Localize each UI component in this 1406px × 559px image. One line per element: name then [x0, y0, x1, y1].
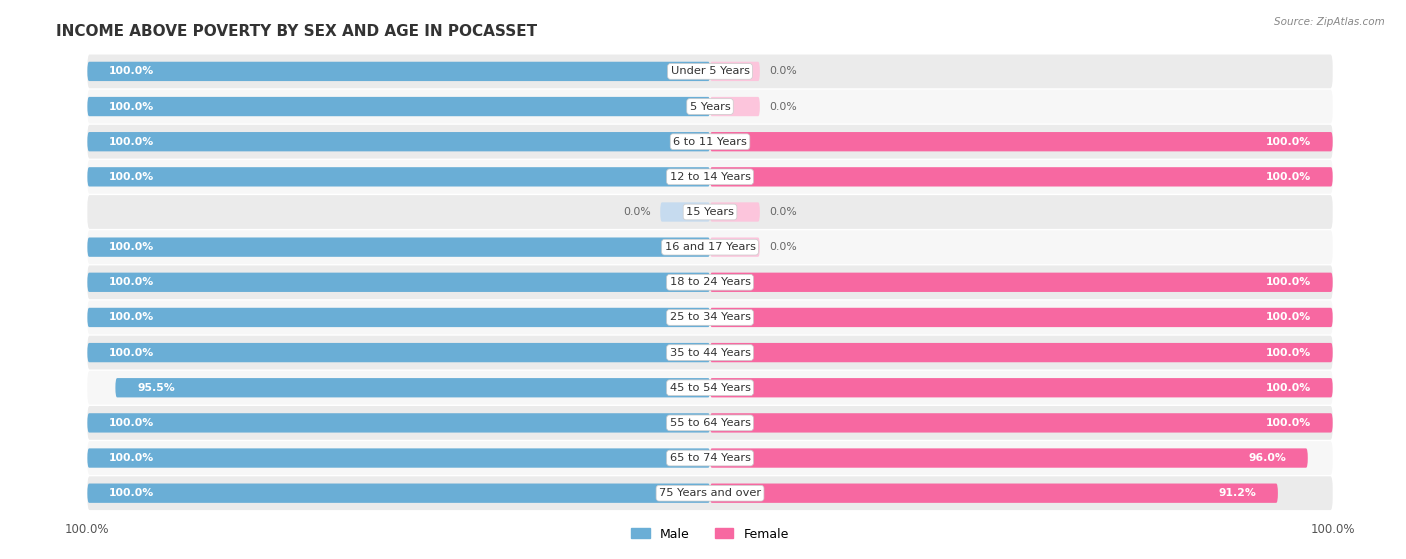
Text: Under 5 Years: Under 5 Years [671, 67, 749, 77]
Text: 91.2%: 91.2% [1218, 488, 1256, 498]
Text: 100.0%: 100.0% [1265, 277, 1310, 287]
FancyBboxPatch shape [115, 378, 710, 397]
Legend: Male, Female: Male, Female [631, 528, 789, 541]
FancyBboxPatch shape [87, 266, 1333, 299]
FancyBboxPatch shape [87, 343, 710, 362]
FancyBboxPatch shape [710, 97, 759, 116]
Text: 95.5%: 95.5% [138, 383, 174, 393]
FancyBboxPatch shape [710, 61, 759, 81]
Text: 100.0%: 100.0% [110, 242, 155, 252]
Text: 100.0%: 100.0% [110, 312, 155, 323]
FancyBboxPatch shape [87, 61, 710, 81]
FancyBboxPatch shape [87, 160, 1333, 194]
Text: 55 to 64 Years: 55 to 64 Years [669, 418, 751, 428]
Text: 35 to 44 Years: 35 to 44 Years [669, 348, 751, 358]
Text: 100.0%: 100.0% [110, 102, 155, 112]
FancyBboxPatch shape [87, 336, 1333, 369]
FancyBboxPatch shape [87, 448, 710, 468]
Text: 0.0%: 0.0% [769, 242, 797, 252]
Text: 100.0%: 100.0% [110, 453, 155, 463]
FancyBboxPatch shape [87, 476, 1333, 510]
FancyBboxPatch shape [710, 273, 1333, 292]
Text: 100.0%: 100.0% [110, 172, 155, 182]
Text: 100.0%: 100.0% [110, 418, 155, 428]
Text: 100.0%: 100.0% [1265, 312, 1310, 323]
Text: 100.0%: 100.0% [110, 137, 155, 146]
FancyBboxPatch shape [710, 308, 1333, 327]
Text: 100.0%: 100.0% [110, 67, 155, 77]
Text: 100.0%: 100.0% [1265, 348, 1310, 358]
Text: 100.0%: 100.0% [1265, 418, 1310, 428]
FancyBboxPatch shape [87, 308, 710, 327]
FancyBboxPatch shape [87, 132, 710, 151]
Text: 100.0%: 100.0% [110, 488, 155, 498]
Text: 5 Years: 5 Years [690, 102, 730, 112]
FancyBboxPatch shape [710, 132, 1333, 151]
FancyBboxPatch shape [87, 413, 710, 433]
Text: 0.0%: 0.0% [769, 207, 797, 217]
FancyBboxPatch shape [87, 238, 710, 257]
FancyBboxPatch shape [710, 484, 1278, 503]
Text: 16 and 17 Years: 16 and 17 Years [665, 242, 755, 252]
Text: 100.0%: 100.0% [1265, 383, 1310, 393]
Text: 65 to 74 Years: 65 to 74 Years [669, 453, 751, 463]
Text: 15 Years: 15 Years [686, 207, 734, 217]
Text: 12 to 14 Years: 12 to 14 Years [669, 172, 751, 182]
Text: 45 to 54 Years: 45 to 54 Years [669, 383, 751, 393]
Text: Source: ZipAtlas.com: Source: ZipAtlas.com [1274, 17, 1385, 27]
FancyBboxPatch shape [87, 484, 710, 503]
Text: 100.0%: 100.0% [110, 277, 155, 287]
Text: 6 to 11 Years: 6 to 11 Years [673, 137, 747, 146]
FancyBboxPatch shape [87, 195, 1333, 229]
FancyBboxPatch shape [87, 273, 710, 292]
Text: 100.0%: 100.0% [1265, 172, 1310, 182]
FancyBboxPatch shape [87, 55, 1333, 88]
FancyBboxPatch shape [710, 448, 1308, 468]
FancyBboxPatch shape [87, 406, 1333, 440]
FancyBboxPatch shape [87, 167, 710, 187]
Text: 0.0%: 0.0% [769, 102, 797, 112]
FancyBboxPatch shape [87, 441, 1333, 475]
FancyBboxPatch shape [710, 378, 1333, 397]
FancyBboxPatch shape [710, 238, 759, 257]
FancyBboxPatch shape [87, 97, 710, 116]
FancyBboxPatch shape [87, 371, 1333, 405]
FancyBboxPatch shape [87, 89, 1333, 124]
FancyBboxPatch shape [710, 343, 1333, 362]
Text: 0.0%: 0.0% [769, 67, 797, 77]
Text: 96.0%: 96.0% [1249, 453, 1286, 463]
FancyBboxPatch shape [661, 202, 710, 222]
Text: 100.0%: 100.0% [110, 348, 155, 358]
FancyBboxPatch shape [87, 125, 1333, 159]
FancyBboxPatch shape [710, 202, 759, 222]
Text: 25 to 34 Years: 25 to 34 Years [669, 312, 751, 323]
FancyBboxPatch shape [710, 413, 1333, 433]
Text: 100.0%: 100.0% [1265, 137, 1310, 146]
Text: 18 to 24 Years: 18 to 24 Years [669, 277, 751, 287]
Text: 75 Years and over: 75 Years and over [659, 488, 761, 498]
FancyBboxPatch shape [87, 301, 1333, 334]
FancyBboxPatch shape [87, 230, 1333, 264]
Text: 0.0%: 0.0% [623, 207, 651, 217]
Text: INCOME ABOVE POVERTY BY SEX AND AGE IN POCASSET: INCOME ABOVE POVERTY BY SEX AND AGE IN P… [56, 25, 537, 40]
FancyBboxPatch shape [710, 167, 1333, 187]
